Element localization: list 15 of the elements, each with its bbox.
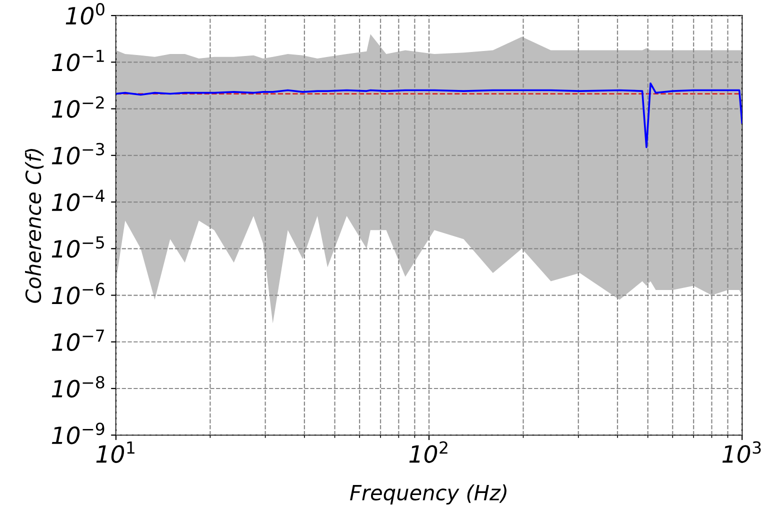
y-tick-label: 10$^{0}$ bbox=[66, 3, 104, 25]
y-tick-label: 10$^{−5}$ bbox=[52, 236, 104, 258]
y-tick-label: 10$^{−3}$ bbox=[52, 142, 104, 165]
y-tick-label: 10$^{−8}$ bbox=[52, 376, 104, 398]
y-tick-label: 10$^{−1}$ bbox=[52, 50, 104, 72]
x-tick-label: 10$^{2}$ bbox=[409, 441, 448, 463]
y-tick-label: 10$^{−7}$ bbox=[52, 330, 104, 352]
y-axis-title: Coherence C(f) bbox=[25, 148, 44, 303]
y-tick-label: 10$^{−4}$ bbox=[52, 190, 104, 212]
x-axis-title: Frequency (Hz) bbox=[350, 484, 506, 505]
y-tick-label: 10$^{−2}$ bbox=[52, 96, 104, 118]
x-tick-label: 10$^{3}$ bbox=[722, 441, 761, 463]
y-tick-label: 10$^{−6}$ bbox=[52, 282, 104, 304]
y-tick-label: 10$^{−9}$ bbox=[52, 422, 104, 444]
x-tick-label: 10$^{1}$ bbox=[96, 442, 134, 463]
